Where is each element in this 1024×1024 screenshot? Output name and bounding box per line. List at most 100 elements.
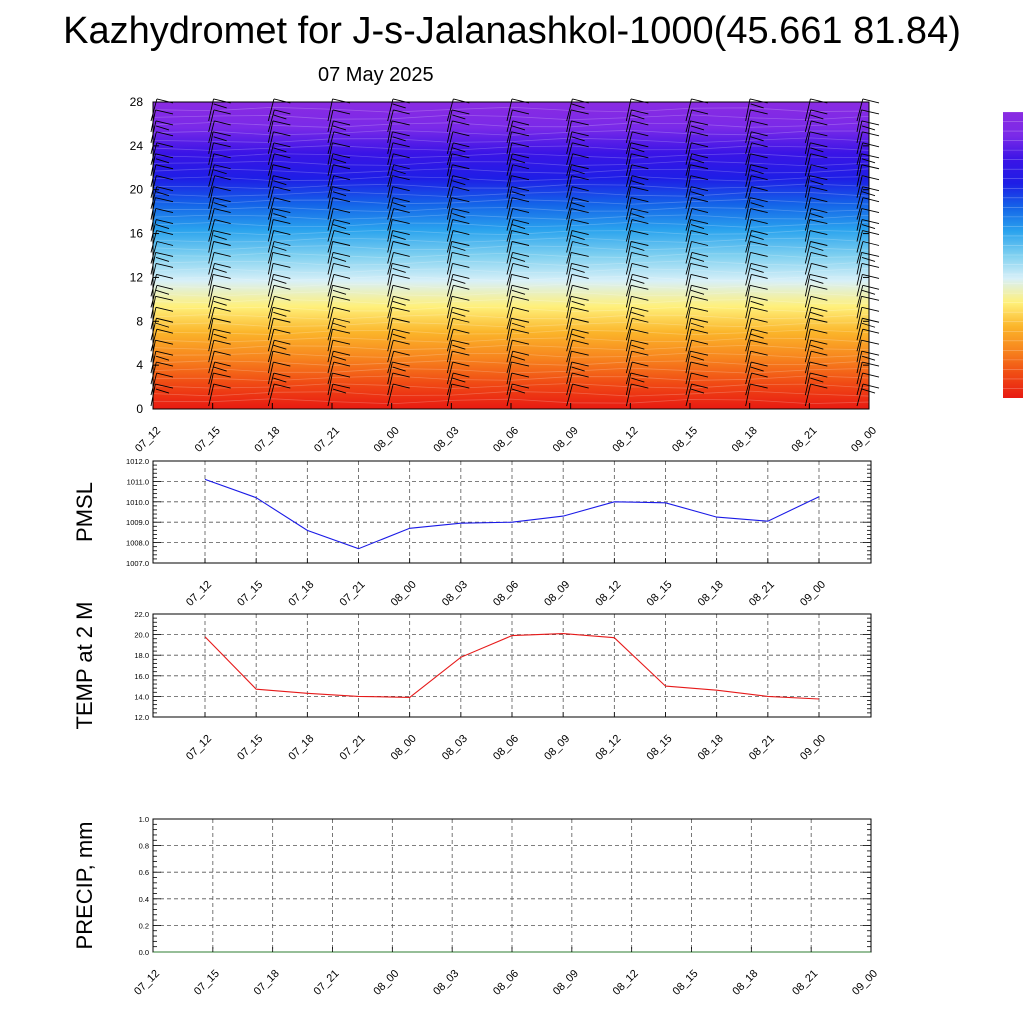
- wind-barb-flag: [156, 372, 174, 378]
- wind-barb: [267, 197, 275, 220]
- wind-barb-flag: [214, 164, 231, 170]
- wind-barb-flag: [214, 262, 231, 268]
- wind-barb: [506, 208, 514, 231]
- wind-barb: [387, 197, 394, 220]
- wind-barb: [387, 208, 394, 231]
- wind-barb-flag: [392, 333, 406, 339]
- wind-barb-flag: [452, 230, 470, 235]
- wind-barb-flag: [691, 109, 709, 115]
- x-tick-label: 07_12: [184, 579, 214, 609]
- wind-barb-flag: [511, 284, 530, 290]
- wind-barb: [804, 252, 812, 275]
- wind-barb-flag: [750, 219, 768, 225]
- wind-barb: [387, 153, 394, 176]
- wind-barb-flag: [392, 169, 406, 175]
- wind-barb: [150, 131, 157, 154]
- wind-barb: [208, 351, 215, 374]
- wind-barb-flag: [332, 125, 347, 131]
- wind-barb-flag: [213, 273, 231, 279]
- wind-barb: [267, 186, 275, 209]
- wind-barb: [856, 142, 864, 165]
- wind-barb-flag: [273, 142, 291, 148]
- wind-barb-flag: [571, 230, 589, 235]
- wind-barb-flag: [333, 120, 351, 126]
- wind-barb-flag: [862, 361, 880, 367]
- wind-barb-flag: [451, 241, 470, 246]
- wind-barb: [625, 219, 633, 242]
- wind-barb: [150, 175, 157, 198]
- wind-barb-flag: [511, 158, 526, 164]
- contour-line: [152, 306, 870, 313]
- wind-barb-flag: [214, 350, 231, 356]
- wind-barb-flag: [272, 208, 291, 214]
- contour-line: [152, 314, 870, 320]
- wind-barb: [566, 120, 572, 143]
- wind-barb: [327, 153, 334, 176]
- wind-barb-flag: [452, 120, 470, 126]
- wind-barb-flag: [332, 224, 347, 230]
- wind-barb-flag: [691, 208, 709, 214]
- y-tick-label: 0.4: [139, 895, 149, 904]
- wind-barb-flag: [512, 219, 530, 225]
- wind-barb: [208, 186, 214, 209]
- wind-barb-flag: [570, 295, 589, 301]
- wind-barb-flag: [750, 306, 768, 312]
- wind-barb: [685, 109, 693, 133]
- wind-barb: [566, 241, 573, 264]
- wind-barb-flag: [155, 120, 174, 126]
- wind-barb-flag: [213, 267, 227, 273]
- wind-barb-flag: [155, 257, 170, 262]
- contour-line: [152, 206, 870, 213]
- wind-barb-flag: [631, 252, 649, 257]
- wind-barb: [745, 98, 751, 122]
- profile-panel: 0 4 8 12 16 20 24 28 07_12 07_15 07_18 07_21 08_00 08…: [130, 95, 879, 455]
- wind-barb-flag: [452, 208, 470, 214]
- wind-barb: [856, 372, 864, 396]
- wind-barb: [625, 153, 632, 176]
- wind-barb-flag: [273, 186, 291, 192]
- wind-barb-flag: [750, 169, 764, 175]
- wind-barb: [208, 263, 215, 286]
- wind-barb: [387, 372, 394, 396]
- colorbar-strip: [1003, 112, 1023, 398]
- wind-barb: [804, 351, 812, 374]
- wind-barb-flag: [691, 186, 709, 192]
- wind-barb: [506, 230, 513, 253]
- wind-barb-flag: [332, 388, 347, 394]
- wind-barb-flag: [333, 230, 351, 235]
- y-tick-label: 20: [130, 183, 144, 197]
- wind-barb: [267, 109, 275, 133]
- wind-barb-flag: [392, 273, 410, 279]
- wind-barb-flag: [631, 180, 645, 186]
- wind-barb-flag: [213, 328, 231, 334]
- wind-barb-flag: [810, 114, 824, 120]
- wind-barb-flag: [861, 109, 880, 115]
- wind-barb-flag: [274, 109, 291, 115]
- wind-barb-flag: [273, 377, 287, 383]
- wind-barb-flag: [393, 197, 410, 203]
- wind-barb-flag: [809, 175, 828, 181]
- wind-barb-flag: [631, 295, 649, 301]
- wind-barb-flag: [511, 273, 530, 279]
- wind-barb-flag: [155, 355, 170, 361]
- wind-barb-flag: [631, 153, 649, 159]
- wind-barb: [625, 98, 632, 122]
- wind-barb-flag: [690, 388, 705, 394]
- wind-barb: [745, 120, 752, 143]
- y-axis-label: PMSL: [72, 482, 97, 542]
- wind-barb: [387, 274, 393, 297]
- wind-barb: [267, 131, 274, 154]
- wind-barb-flag: [862, 175, 880, 181]
- wind-barb-flag: [393, 208, 410, 214]
- wind-barb-flag: [512, 208, 530, 214]
- wind-barb-flag: [751, 230, 768, 235]
- wind-barb: [208, 361, 216, 385]
- wind-barb-flag: [511, 372, 530, 378]
- wind-barb-flag: [392, 103, 406, 109]
- wind-barb-flag: [274, 339, 291, 345]
- wind-barb: [327, 383, 334, 407]
- wind-barb: [745, 361, 752, 385]
- wind-barb-flag: [273, 344, 287, 350]
- wind-barb-flag: [453, 142, 470, 148]
- wind-barb: [745, 197, 751, 220]
